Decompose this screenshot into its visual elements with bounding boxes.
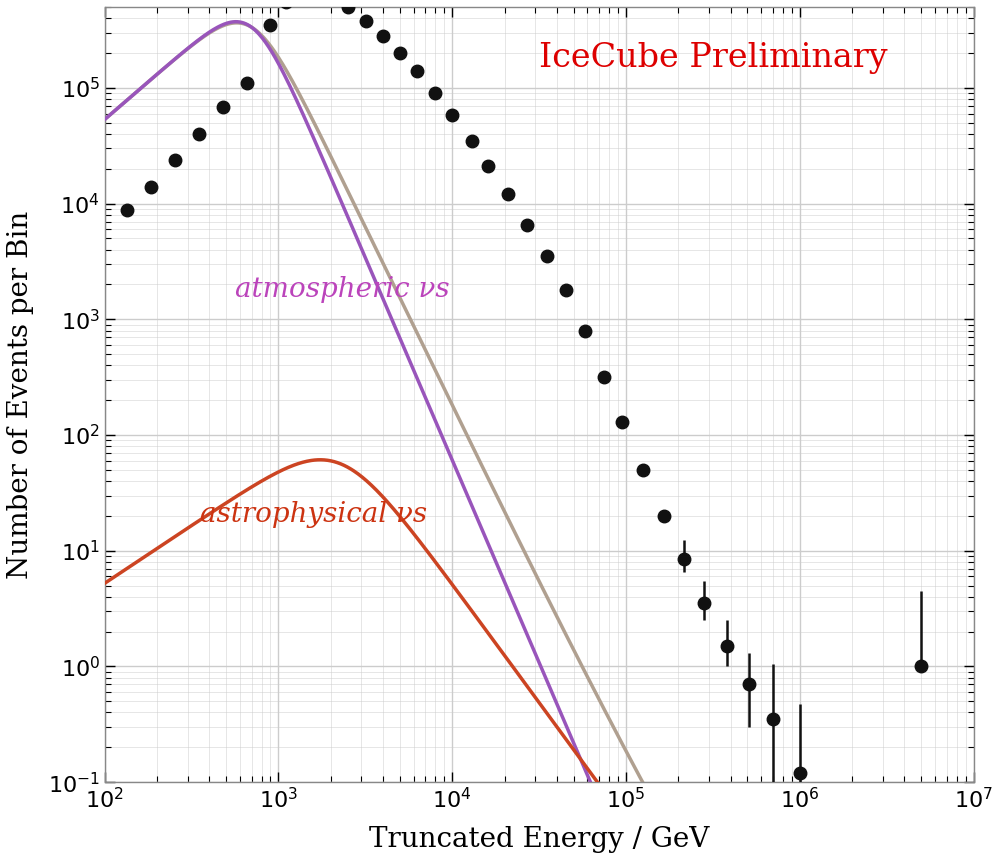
- Text: atmospheric νs: atmospheric νs: [235, 276, 450, 304]
- Text: astrophysical νs: astrophysical νs: [200, 501, 427, 528]
- X-axis label: Truncated Energy / GeV: Truncated Energy / GeV: [369, 826, 709, 853]
- Y-axis label: Number of Events per Bin: Number of Events per Bin: [7, 211, 34, 579]
- Text: IceCube Preliminary: IceCube Preliminary: [539, 42, 888, 74]
